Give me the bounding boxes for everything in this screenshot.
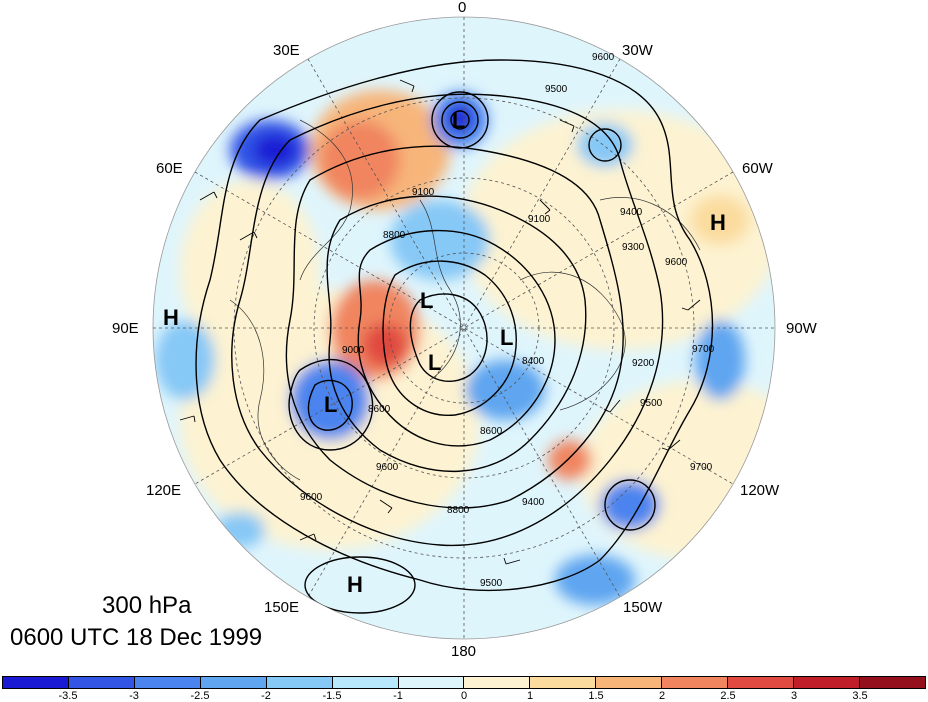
colorbar-tick-label: -2.5	[190, 690, 210, 702]
contour-label: 9100	[528, 214, 551, 225]
contour-label: 8800	[383, 230, 406, 241]
colorbar-segment	[464, 677, 531, 688]
contour-label: 8600	[480, 426, 503, 437]
lon-label-180: 180	[451, 643, 477, 660]
contour-label: 9400	[522, 497, 545, 508]
map-level-title: 300 hPa	[102, 592, 192, 619]
contour-label: 9500	[640, 398, 663, 409]
colorbar-segment	[332, 677, 399, 688]
anomaly-shading	[153, 17, 775, 639]
contour-label: 9600	[592, 52, 615, 63]
high-center: H	[710, 210, 726, 235]
colorbar	[2, 676, 926, 689]
colorbar-segment	[134, 677, 201, 688]
high-center: H	[163, 305, 179, 330]
lon-label-60e: 60E	[156, 160, 183, 177]
colorbar-segment	[530, 677, 597, 688]
contour-label: 9600	[665, 257, 688, 268]
colorbar-segment	[794, 677, 860, 688]
lon-label-60w: 60W	[742, 160, 773, 177]
lon-label-120w: 120W	[740, 482, 780, 499]
wind-barbs	[179, 79, 701, 565]
contour-label: 9500	[545, 84, 568, 95]
coastlines	[229, 119, 701, 481]
colorbar-tick-label: 2.5	[720, 690, 736, 702]
lon-label-120e: 120E	[146, 482, 182, 499]
colorbar-tick-label: -3.5	[58, 690, 78, 702]
pressure-centers: L L L L L H H H	[163, 108, 726, 597]
lon-label-150e: 150E	[264, 599, 300, 616]
colorbar-tick-label: 1	[526, 690, 534, 702]
colorbar-tick-label: 0	[460, 690, 468, 702]
colorbar-tick-label: -3	[129, 690, 139, 702]
colorbar-tick-label: -1	[393, 690, 403, 702]
colorbar-tick-label: -1.5	[322, 690, 342, 702]
colorbar-tick-label: 1.5	[588, 690, 604, 702]
low-center: L	[428, 350, 441, 375]
contour-labels: 9600 9500 9100 9100 8800 9300 9600 9200 …	[300, 52, 715, 589]
map-time-title: 0600 UTC 18 Dec 1999	[10, 624, 263, 651]
lon-label-150w: 150W	[623, 599, 663, 616]
contour-label: 9100	[412, 187, 435, 198]
low-center: L	[420, 288, 433, 313]
colorbar-segment	[68, 677, 135, 688]
lon-label-90e: 90E	[112, 320, 139, 337]
contour-label: 8600	[368, 404, 391, 415]
colorbar-segment	[596, 677, 663, 688]
low-center: L	[324, 392, 337, 417]
contour-label: 9400	[620, 207, 643, 218]
colorbar-segment	[728, 677, 795, 688]
lon-label-0: 0	[458, 0, 467, 16]
contour-label: 9300	[622, 242, 645, 253]
contour-label: 9200	[632, 358, 655, 369]
contour-label: 9600	[300, 492, 323, 503]
contour-label: 9700	[692, 344, 715, 355]
contour-label: 9500	[480, 578, 503, 589]
contour-label: 9000	[342, 345, 365, 356]
low-center: L	[452, 108, 465, 133]
contour-label: 9700	[690, 462, 713, 473]
colorbar-tick-label: 3	[790, 690, 798, 702]
colorbar-segment	[266, 677, 333, 688]
colorbar-segment	[3, 677, 69, 688]
colorbar-segment	[398, 677, 465, 688]
colorbar-segment	[200, 677, 267, 688]
contour-label: 8400	[522, 356, 545, 367]
graticule	[152, 16, 776, 640]
height-contours	[195, 59, 714, 614]
colorbar-tick-label: 3.5	[852, 690, 868, 702]
colorbar-segment	[859, 677, 925, 688]
high-center: H	[347, 572, 363, 597]
contour-label: 8800	[447, 505, 470, 516]
low-center: L	[500, 325, 513, 350]
lon-label-30w: 30W	[622, 42, 653, 59]
lon-label-90w: 90W	[786, 320, 817, 337]
colorbar-segment	[662, 677, 729, 688]
colorbar-tick-label: 2	[658, 690, 666, 702]
lon-label-30e: 30E	[273, 42, 300, 59]
colorbar-tick-label: -2	[261, 690, 271, 702]
contour-label: 9600	[376, 462, 399, 473]
